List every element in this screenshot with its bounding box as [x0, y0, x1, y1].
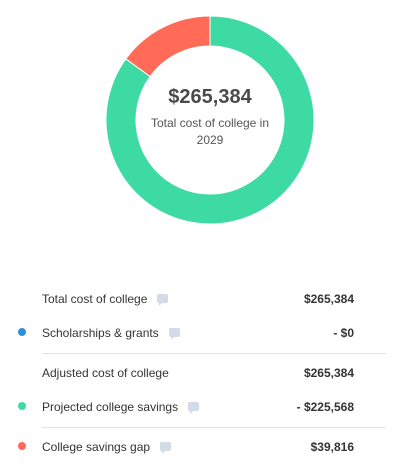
legend-dot-savings [18, 402, 26, 410]
cost-donut-chart: $265,384 Total cost of college in 2029 [105, 15, 315, 225]
donut-center: $265,384 Total cost of college in 2029 [105, 15, 315, 225]
total-cost-caption: Total cost of college in 2029 [150, 115, 270, 147]
legend-dot-gap [18, 442, 26, 450]
info-icon[interactable] [168, 328, 180, 341]
row-total-cost: Total cost of college $265,384 [0, 282, 400, 316]
row-label: Projected college savings [42, 400, 179, 414]
row-value: - $0 [333, 326, 354, 340]
donut-segment-projected-college-savings [105, 15, 315, 225]
legend-dot-scholarships [18, 328, 26, 336]
row-label: Total cost of college [42, 292, 148, 306]
row-adjusted-cost: Adjusted cost of college $265,384 [0, 356, 400, 390]
total-cost-amount: $265,384 [168, 85, 252, 108]
row-label: Scholarships & grants [42, 326, 159, 340]
divider [42, 427, 386, 428]
row-value: $265,384 [303, 292, 354, 306]
divider [42, 353, 386, 354]
row-projected-savings: Projected college savings - $225,568 [0, 390, 400, 424]
info-icon[interactable] [188, 402, 200, 415]
row-savings-gap: College savings gap $39,816 [0, 430, 400, 464]
row-value: $39,816 [310, 440, 354, 454]
row-value: - $225,568 [296, 400, 354, 414]
cost-summary: Total cost of college $265,384 Scholarsh… [0, 282, 400, 464]
info-icon[interactable] [157, 294, 169, 307]
info-icon[interactable] [160, 442, 172, 455]
row-label: Adjusted cost of college [42, 366, 169, 380]
row-value: $265,384 [303, 366, 354, 380]
row-label: College savings gap [42, 440, 151, 454]
row-scholarships: Scholarships & grants - $0 [0, 316, 400, 350]
donut-ring [105, 15, 315, 225]
donut-segment-college-savings-gap [125, 15, 211, 78]
